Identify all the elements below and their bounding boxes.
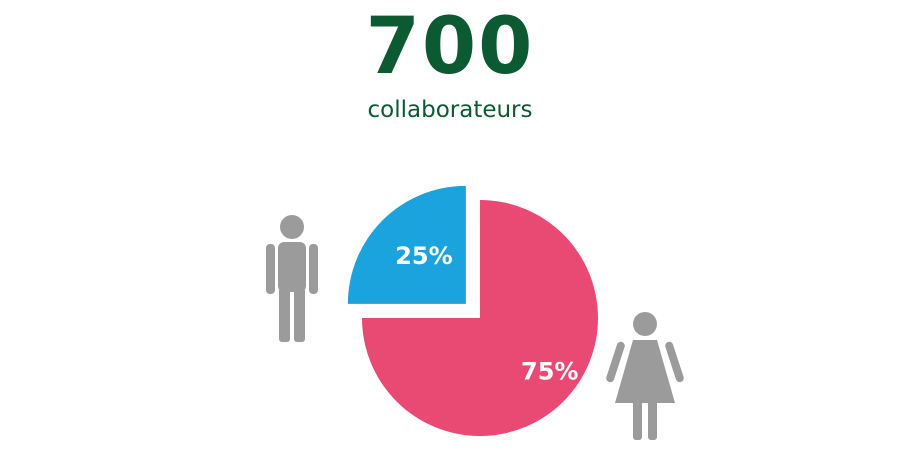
pie-slice-25 <box>347 185 466 304</box>
pie-slice-label-75: 75% <box>521 358 578 386</box>
total-count-label: collaborateurs <box>367 97 533 123</box>
woman-icon <box>606 312 684 440</box>
man-icon <box>266 215 318 342</box>
total-count: 700 <box>365 2 535 92</box>
pie-slice-75 <box>362 200 598 436</box>
pie-slice-label-25: 25% <box>395 242 452 270</box>
